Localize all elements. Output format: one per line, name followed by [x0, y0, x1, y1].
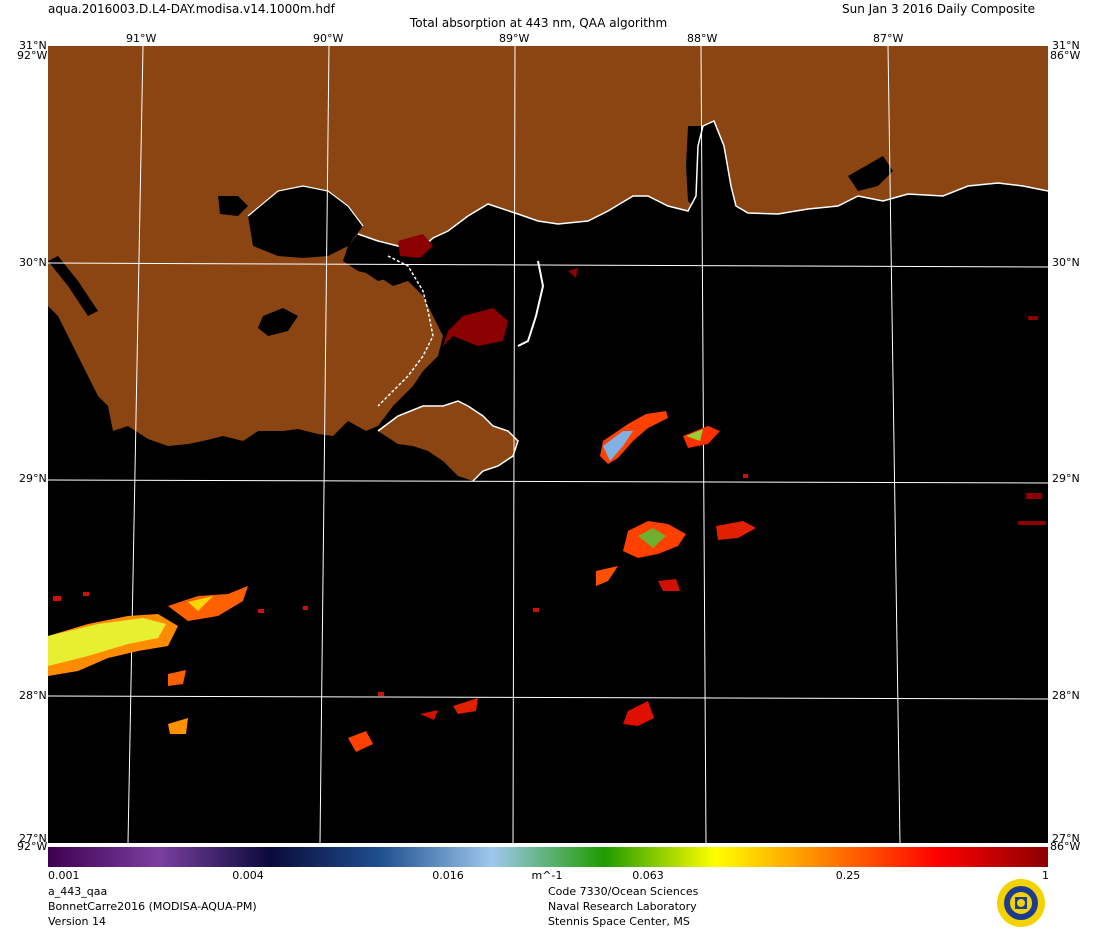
pensacola-bay	[848, 156, 893, 191]
lake-shore	[247, 185, 364, 227]
lat-label-30n-left: 30°N	[19, 256, 47, 269]
org-line-3: Stennis Space Center, MS	[548, 915, 690, 928]
org-line-2: Naval Research Laboratory	[548, 900, 697, 913]
nrl-seal-logo	[996, 878, 1046, 928]
colorbar-tick-0.063: 0.063	[632, 869, 664, 882]
lon-label-88w: 88°W	[687, 32, 718, 45]
version-label: Version 14	[48, 915, 106, 928]
land-main	[48, 46, 1048, 446]
corner-lon-bottom-left: 92°W	[17, 840, 48, 853]
composite-date: Sun Jan 3 2016 Daily Composite	[842, 2, 1035, 16]
nearshore-absorption	[398, 234, 1046, 525]
lat-label-31n-left: 31°N	[19, 39, 47, 52]
corner-lat-bottom-right: 27°N	[1052, 832, 1080, 845]
lake-maurepas	[218, 196, 248, 216]
lat-label-30n-right: 30°N	[1052, 256, 1080, 269]
offshore-plumes	[48, 411, 756, 752]
colorbar-tick-0.25: 0.25	[835, 869, 861, 882]
mobile-bay	[686, 126, 716, 211]
graticule	[48, 46, 1048, 843]
lake-pontchartrain	[248, 186, 363, 258]
lon-label-91w: 91°W	[126, 32, 157, 45]
lat-label-31n-right: 31°N	[1052, 39, 1080, 52]
absorption-map	[48, 46, 1048, 843]
colorbar-tick-0.001: 0.001	[48, 869, 80, 882]
colorbar-tick-1: 1	[1042, 869, 1049, 882]
delta-land	[378, 401, 518, 481]
lon-label-89w: 89°W	[499, 32, 530, 45]
colorbar-unit: m^-1	[531, 869, 563, 882]
lat-label-29n-left: 29°N	[19, 472, 47, 485]
coastline	[357, 119, 1048, 252]
lake-salvador	[258, 308, 298, 336]
lon-label-87w: 87°W	[873, 32, 904, 45]
colorbar	[48, 847, 1048, 867]
delta-coast	[377, 400, 519, 482]
lon-label-90w: 90°W	[313, 32, 344, 45]
lake-borgne	[363, 246, 408, 281]
dataset-name: BonnetCarre2016 (MODISA-AQUA-PM)	[48, 900, 257, 913]
marsh-coast	[377, 255, 434, 407]
map-title: Total absorption at 443 nm, QAA algorith…	[410, 16, 668, 30]
coastal-water	[48, 256, 98, 316]
product-name: a_443_qaa	[48, 885, 108, 898]
file-name: aqua.2016003.D.L4-DAY.modisa.v14.1000m.h…	[48, 2, 335, 16]
corner-lon-bottom-right: 86°W	[1050, 840, 1081, 853]
org-line-1: Code 7330/Ocean Sciences	[548, 885, 699, 898]
lat-label-28n-left: 28°N	[19, 689, 47, 702]
corner-lon-top-left: 92°W	[17, 49, 48, 62]
lat-label-29n-right: 29°N	[1052, 472, 1080, 485]
lat-label-28n-right: 28°N	[1052, 689, 1080, 702]
chandeleur-islands	[517, 260, 545, 347]
colorbar-tick-0.004: 0.004	[232, 869, 264, 882]
corner-lat-bottom-left: 27°N	[19, 832, 47, 845]
corner-lon-top-right: 86°W	[1050, 49, 1081, 62]
colorbar-tick-0.016: 0.016	[432, 869, 464, 882]
